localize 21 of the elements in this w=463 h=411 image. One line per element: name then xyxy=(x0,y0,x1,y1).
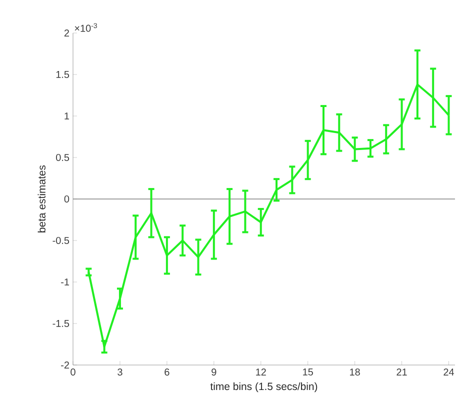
y-tick-label: 0 xyxy=(64,195,70,203)
x-tick-label: 0 xyxy=(70,368,76,376)
x-tick-label: 15 xyxy=(303,368,313,376)
y-tick-label: 1 xyxy=(64,112,70,120)
x-tick-label: 24 xyxy=(444,368,454,376)
text: ×10$^{-3}$ xyxy=(74,23,97,32)
x-tick-label: 6 xyxy=(164,368,170,376)
x-tick-label: 12 xyxy=(256,368,266,376)
y-tick-label: -2 xyxy=(61,362,69,368)
y-tick-label: 2 xyxy=(64,30,69,36)
y-tick-label: -1 xyxy=(61,278,70,286)
y-tick-label: 1.5 xyxy=(56,71,70,78)
y-tick-label: -0.5 xyxy=(52,236,70,244)
x-axis-title: time bins (1.5 secs/bin) xyxy=(210,382,318,392)
y-tick-label: 0.5 xyxy=(56,154,70,162)
x-tick-label: 9 xyxy=(212,368,216,376)
x-tick-label: 21 xyxy=(396,368,407,376)
y-axis-title: beta estimates xyxy=(38,165,46,232)
x-tick-label: 3 xyxy=(118,368,122,376)
x-tick-label: 18 xyxy=(350,368,360,376)
y-tick-label: -1.5 xyxy=(52,320,70,327)
